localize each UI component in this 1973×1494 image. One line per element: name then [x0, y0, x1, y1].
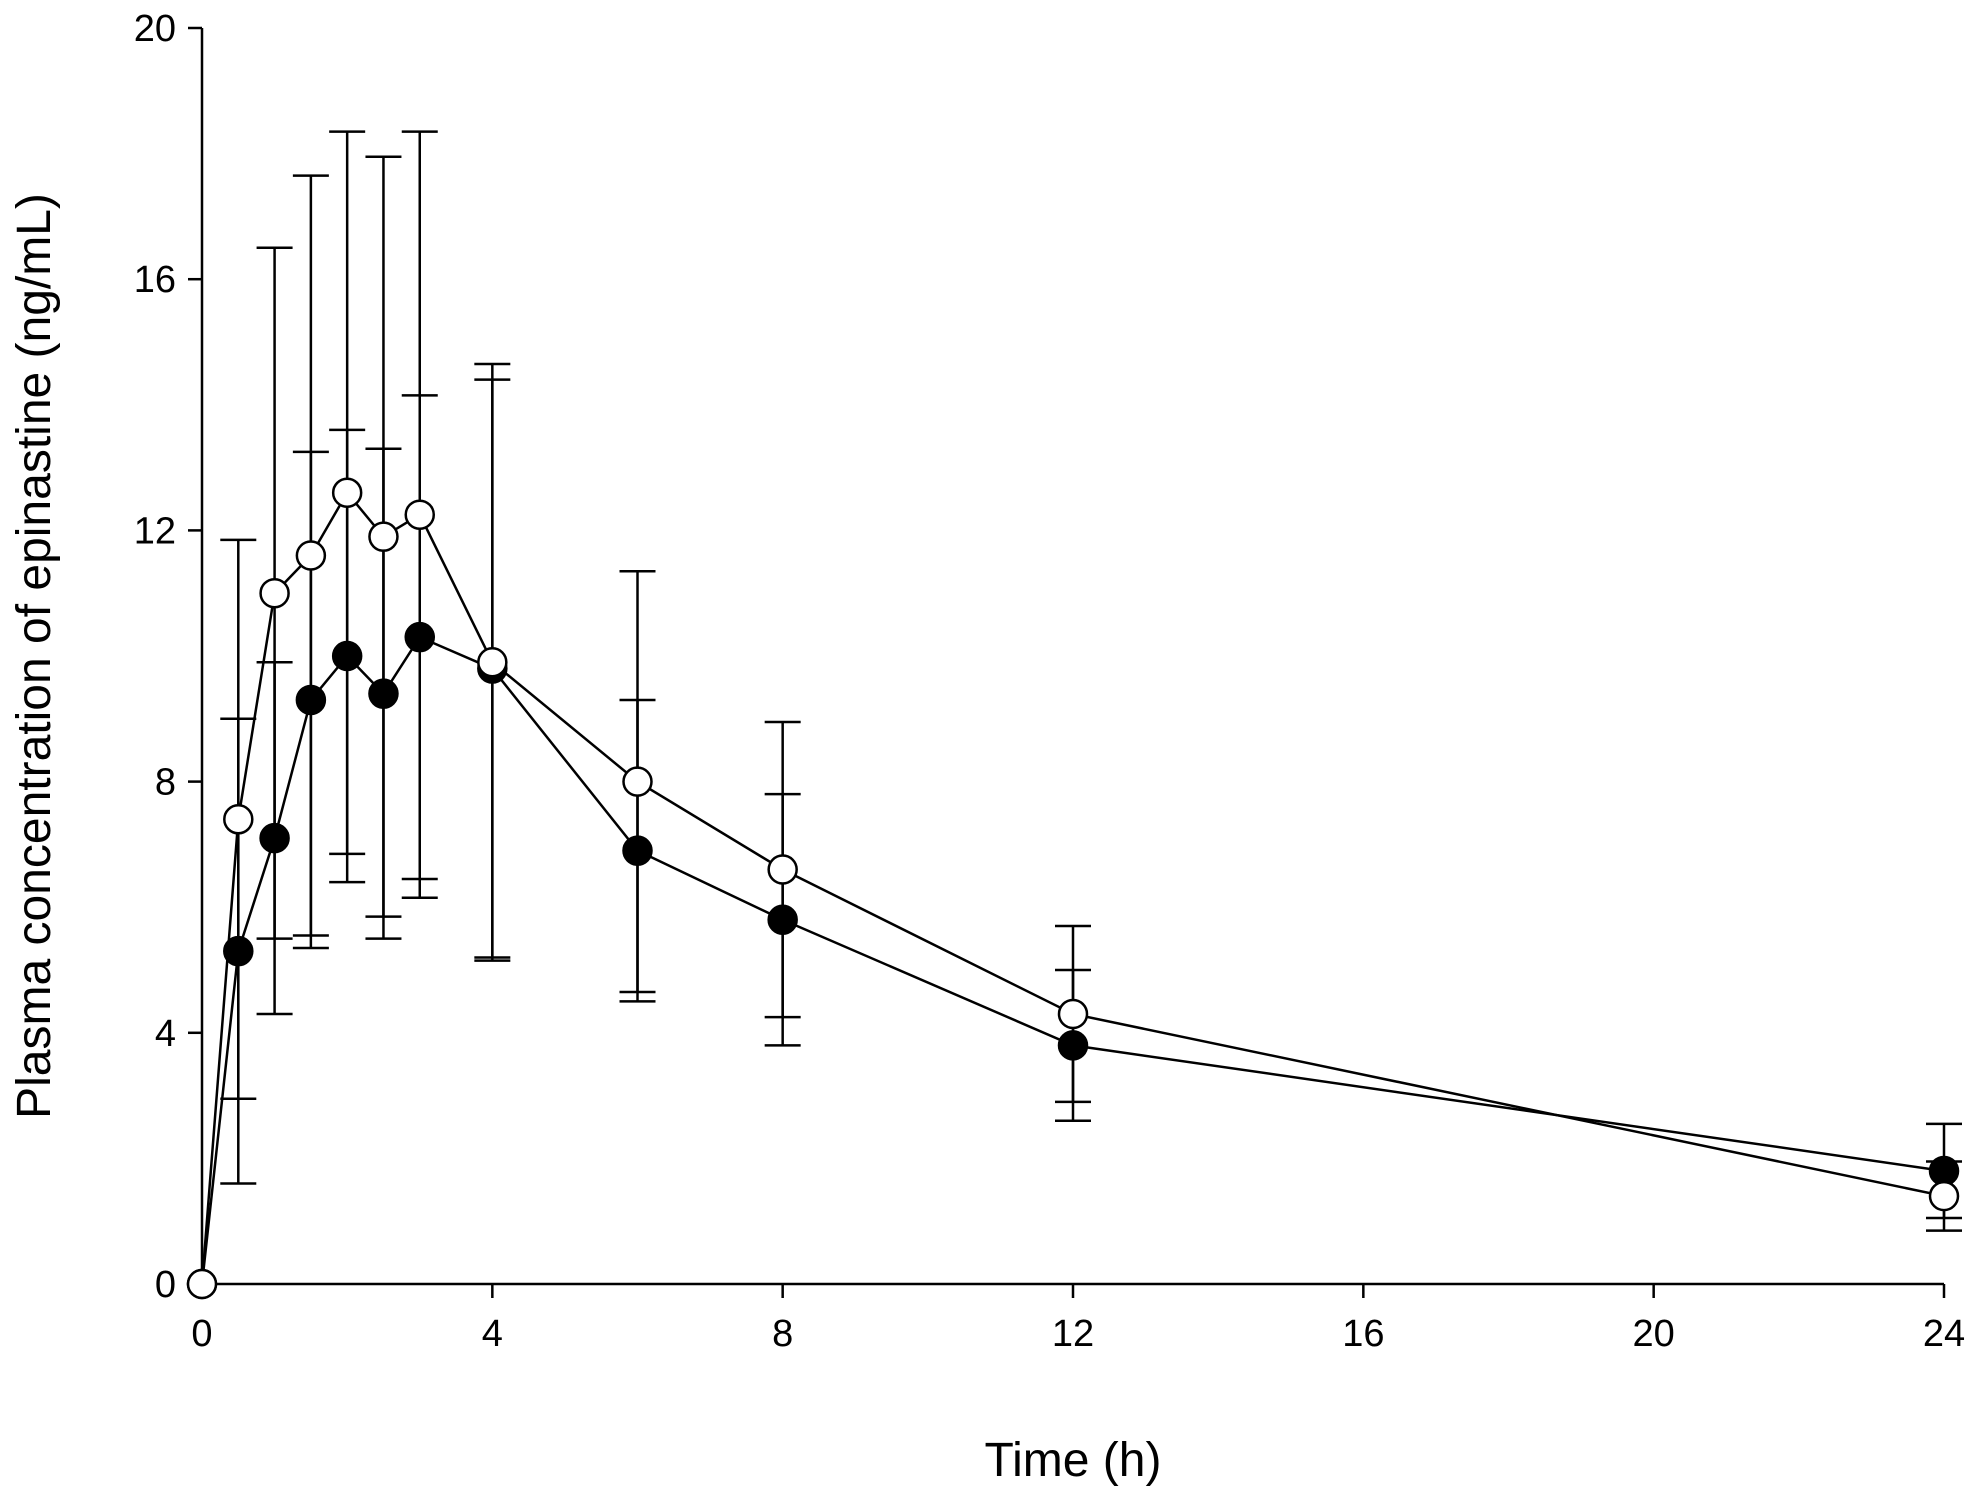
y-tick-label: 20 — [134, 8, 176, 50]
x-tick-label: 20 — [1633, 1313, 1675, 1355]
data-point-filled — [1928, 1155, 1960, 1187]
y-tick-label: 4 — [155, 1013, 176, 1055]
y-tick-label: 0 — [155, 1264, 176, 1306]
markers-series-2 — [186, 477, 1960, 1300]
y-axis-ticks: 0 4 8 12 16 20 — [134, 8, 202, 1306]
x-tick-label: 8 — [772, 1313, 793, 1355]
data-point-open — [186, 1268, 218, 1300]
data-point-open — [767, 854, 798, 885]
data-point-open — [295, 540, 327, 571]
x-tick-label: 16 — [1342, 1313, 1384, 1355]
data-point-filled — [404, 621, 435, 653]
data-point-filled — [259, 822, 290, 854]
y-tick-label: 12 — [134, 510, 176, 552]
data-point-filled — [767, 904, 798, 936]
data-point-open — [223, 804, 254, 835]
error-bars-series-2 — [220, 130, 1962, 1232]
series-line-2 — [200, 490, 1945, 1285]
data-point-filled — [223, 935, 254, 967]
data-point-open — [1057, 998, 1089, 1030]
series-line-1 — [200, 635, 1945, 1285]
x-tick-label: 12 — [1052, 1313, 1094, 1355]
x-axis-title: Time (h) — [985, 1434, 1162, 1487]
y-tick-label: 16 — [134, 259, 176, 301]
data-point-open — [622, 766, 653, 797]
data-point-open — [331, 477, 363, 508]
y-axis-title: Plasma concentration of epinastine (ng/m… — [8, 193, 61, 1119]
data-point-open — [1928, 1180, 1960, 1212]
data-series — [186, 130, 1962, 1300]
y-tick-label: 8 — [155, 762, 176, 804]
data-point-filled — [1057, 1030, 1089, 1061]
x-tick-label: 0 — [191, 1313, 212, 1355]
data-point-filled — [295, 684, 327, 716]
x-axis-ticks: 0 4 8 12 16 20 24 — [191, 1284, 1965, 1355]
error-bars-series-1 — [220, 378, 1962, 1220]
data-point-filled — [368, 678, 399, 709]
data-point-open — [477, 647, 508, 678]
x-tick-label: 24 — [1923, 1313, 1965, 1355]
data-point-open — [368, 521, 399, 552]
x-tick-label: 4 — [482, 1313, 503, 1355]
data-point-open — [404, 499, 435, 530]
data-point-open — [259, 577, 290, 609]
data-point-filled — [331, 640, 363, 672]
data-point-filled — [622, 835, 653, 866]
